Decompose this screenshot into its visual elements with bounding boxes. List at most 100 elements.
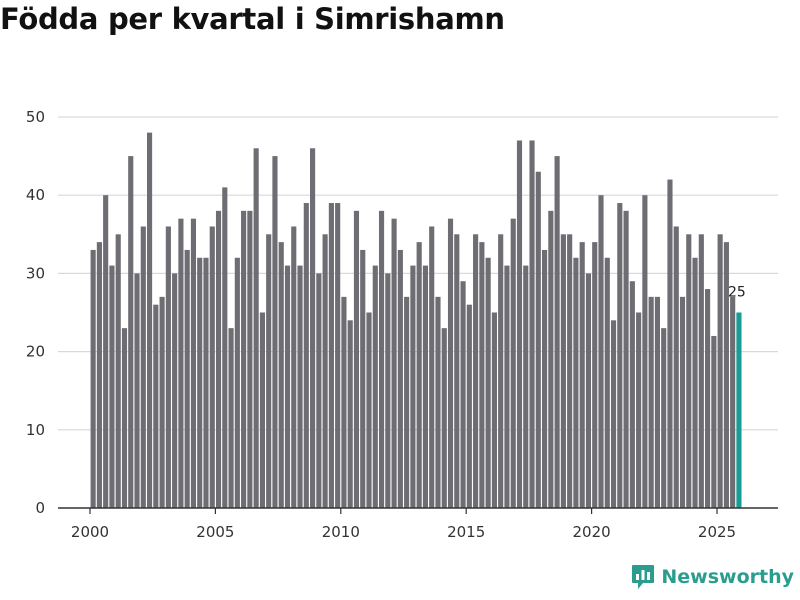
bar (623, 210, 629, 508)
bar (454, 234, 460, 509)
bar (353, 210, 360, 508)
bar (209, 226, 215, 509)
bar (391, 218, 397, 508)
bar (579, 242, 585, 508)
bar (360, 249, 366, 508)
y-tick-label-10: 10 (26, 421, 45, 439)
bar (303, 203, 309, 508)
bar (341, 296, 347, 508)
bar (272, 156, 278, 508)
bar (90, 249, 96, 508)
bar (328, 203, 334, 508)
bar (96, 242, 102, 508)
bar (629, 281, 635, 508)
bar (203, 257, 209, 508)
y-tick-label-50: 50 (26, 108, 45, 126)
bar (592, 242, 598, 508)
bar (322, 234, 328, 509)
bar (103, 195, 109, 508)
bar (491, 312, 497, 508)
bar (654, 296, 660, 508)
bar (573, 257, 579, 508)
bar (554, 156, 560, 508)
data-labels: 25 (728, 285, 746, 301)
x-tick-label-2000: 2000 (71, 523, 109, 541)
bar (410, 265, 416, 508)
bar (153, 304, 159, 508)
bar (190, 218, 197, 508)
bar (372, 265, 378, 508)
x-tick-label-2015: 2015 (447, 523, 485, 541)
y-tick-label-0: 0 (35, 499, 45, 517)
bar (378, 210, 385, 508)
y-tick-label-40: 40 (26, 186, 45, 204)
bar (228, 328, 234, 508)
bar (604, 257, 610, 508)
bar (498, 234, 504, 509)
bar (711, 335, 717, 508)
bar (717, 234, 723, 509)
bar (140, 226, 146, 509)
y-tick-label-20: 20 (26, 343, 45, 361)
bar (184, 249, 190, 508)
bar (567, 234, 573, 509)
bar (297, 265, 303, 508)
data-label-latest: 25 (728, 285, 746, 301)
x-tick-label-2020: 2020 (573, 523, 611, 541)
bar (661, 328, 667, 508)
bar (636, 312, 642, 508)
bar (366, 312, 372, 508)
bar (642, 195, 648, 508)
axes: 0 10 20 30 40 50 2000 2005 2010 2015 2020 2025 (26, 108, 778, 541)
bar (686, 234, 692, 509)
bar (404, 296, 410, 508)
bar (617, 203, 623, 508)
bar (291, 226, 297, 509)
bar (479, 242, 485, 508)
bar (529, 140, 535, 508)
bar (215, 210, 222, 508)
x-tick-label-2025: 2025 (698, 523, 736, 541)
bar (266, 234, 272, 509)
y-tick-label-30: 30 (26, 264, 45, 282)
bar (310, 148, 316, 508)
bar (523, 265, 529, 508)
bar (548, 210, 554, 508)
bar (159, 296, 165, 508)
bar (109, 265, 115, 508)
bar (316, 273, 322, 508)
bar (504, 265, 510, 508)
bars (90, 132, 742, 509)
bar (429, 226, 435, 509)
bar (234, 257, 240, 508)
bar (197, 257, 203, 508)
bar (648, 296, 654, 508)
bar (535, 171, 541, 509)
bar (560, 234, 566, 509)
bar (284, 265, 291, 508)
bar (730, 296, 736, 508)
bar (473, 234, 479, 509)
bar (247, 210, 253, 508)
brand-name: Newsworthy (661, 566, 794, 588)
bar (466, 304, 472, 508)
bar (510, 218, 516, 508)
bar-latest (736, 312, 742, 508)
bar (723, 242, 729, 508)
bar (165, 226, 171, 509)
bar (347, 320, 353, 508)
bar (422, 265, 429, 508)
bar (516, 140, 523, 508)
x-tick-label-2005: 2005 (196, 523, 234, 541)
newsworthy-logo-icon (632, 565, 655, 589)
bar (178, 218, 184, 508)
bar (698, 234, 704, 509)
bar (146, 132, 153, 508)
bar (278, 242, 284, 508)
chart-title: Födda per kvartal i Simrishamn (0, 2, 505, 36)
bar (441, 328, 447, 508)
bar (598, 195, 604, 508)
bar (241, 210, 247, 508)
bar (259, 312, 265, 508)
